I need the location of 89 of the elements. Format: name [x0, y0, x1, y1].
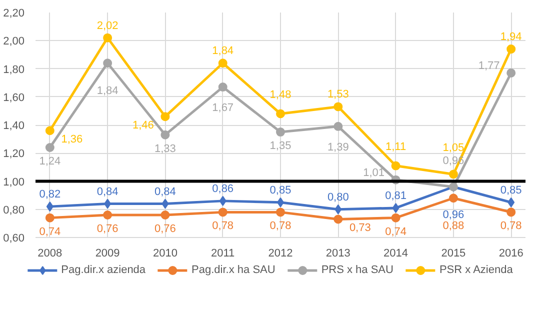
data-label: 0,88 — [442, 220, 464, 232]
data-label: 1,11 — [386, 140, 406, 153]
point — [276, 128, 285, 137]
y-tick-label: 1,40 — [3, 120, 25, 132]
y-tick-label: 1,00 — [3, 176, 25, 188]
legend-label: Pag.dir.x ha SAU — [192, 264, 276, 276]
y-tick-label: 1,80 — [3, 64, 25, 76]
data-label: 0,84 — [154, 186, 176, 198]
data-label: 2,02 — [96, 20, 118, 32]
data-label: 0,78 — [500, 220, 522, 232]
point — [392, 202, 400, 213]
data-label: 0,74 — [385, 226, 407, 238]
data-label: 1,48 — [270, 88, 292, 101]
point — [103, 210, 112, 220]
data-label: 1,24 — [39, 156, 61, 168]
data-label: 0,78 — [212, 220, 234, 232]
point — [276, 109, 285, 118]
point — [448, 170, 458, 179]
y-tick-label: 2,20 — [3, 8, 25, 20]
data-label: 1,84 — [96, 85, 118, 98]
point — [334, 122, 343, 131]
point — [218, 82, 228, 92]
point — [219, 196, 226, 206]
x-tick-label: 2016 — [498, 248, 524, 260]
y-tick-label: 2,00 — [3, 36, 25, 48]
y-tick-label: 1,60 — [3, 92, 25, 104]
y-tick-label: 0,60 — [3, 232, 25, 244]
legend-label: PSR x Azienda — [439, 264, 513, 276]
data-label: 0,73 — [349, 222, 371, 234]
x-tick-label: 2015 — [441, 248, 466, 260]
x-tick-label: 2009 — [95, 248, 120, 260]
point — [45, 143, 54, 152]
point — [160, 130, 170, 140]
point — [334, 214, 343, 224]
data-label: 1,94 — [500, 31, 522, 44]
data-label: 0,76 — [96, 223, 118, 235]
legend-label: PRS x ha SAU — [321, 264, 394, 276]
data-label: 0,84 — [96, 186, 118, 198]
point — [45, 213, 54, 222]
point — [103, 58, 112, 68]
x-tick-label: 2010 — [152, 248, 178, 260]
point — [334, 102, 343, 112]
y-tick-label: 0,80 — [3, 204, 25, 216]
data-label: 0,78 — [270, 220, 292, 232]
point — [218, 58, 228, 68]
x-tick-label: 2014 — [384, 248, 408, 260]
point — [391, 161, 400, 170]
data-label: 0,82 — [39, 188, 61, 201]
point — [391, 213, 400, 222]
data-label: 1,35 — [270, 140, 292, 152]
data-label: 0,76 — [154, 223, 176, 235]
point — [46, 202, 54, 212]
data-label: 1,53 — [327, 88, 349, 101]
data-label: 1,67 — [212, 102, 234, 114]
point — [103, 33, 112, 42]
x-tick-label: 2013 — [326, 248, 350, 260]
point — [45, 126, 54, 136]
point — [506, 68, 516, 78]
data-label: 1,46 — [132, 120, 154, 132]
point — [506, 208, 516, 217]
data-label: 1,84 — [212, 45, 234, 58]
data-label: 1,36 — [61, 134, 83, 146]
data-label: 1,01 — [363, 166, 385, 179]
data-label: 1,33 — [154, 142, 176, 155]
point — [104, 198, 112, 209]
point — [334, 204, 342, 214]
data-label: 0,85 — [270, 184, 292, 196]
point — [160, 112, 170, 122]
point — [506, 44, 516, 54]
data-label: 1,05 — [442, 142, 464, 154]
data-label: 0,80 — [327, 191, 349, 204]
x-tick-label: 2012 — [268, 248, 293, 260]
data-label: 1,39 — [327, 141, 349, 154]
point — [218, 208, 228, 217]
point — [276, 208, 285, 217]
point — [162, 198, 169, 209]
data-label: 0,85 — [500, 184, 522, 196]
data-label: 0,74 — [39, 226, 61, 238]
point — [160, 210, 170, 220]
point — [448, 194, 458, 203]
x-tick-label: 2008 — [38, 248, 62, 260]
data-label: 1,77 — [478, 60, 500, 72]
point — [508, 197, 515, 208]
legend-label: Pag.dir.x azienda — [61, 264, 146, 276]
data-label: 0,86 — [212, 182, 234, 195]
data-label: 0,96 — [442, 208, 464, 221]
data-label: 0,81 — [385, 190, 407, 202]
y-tick-label: 1,20 — [3, 148, 25, 160]
x-tick-label: 2011 — [211, 248, 235, 260]
